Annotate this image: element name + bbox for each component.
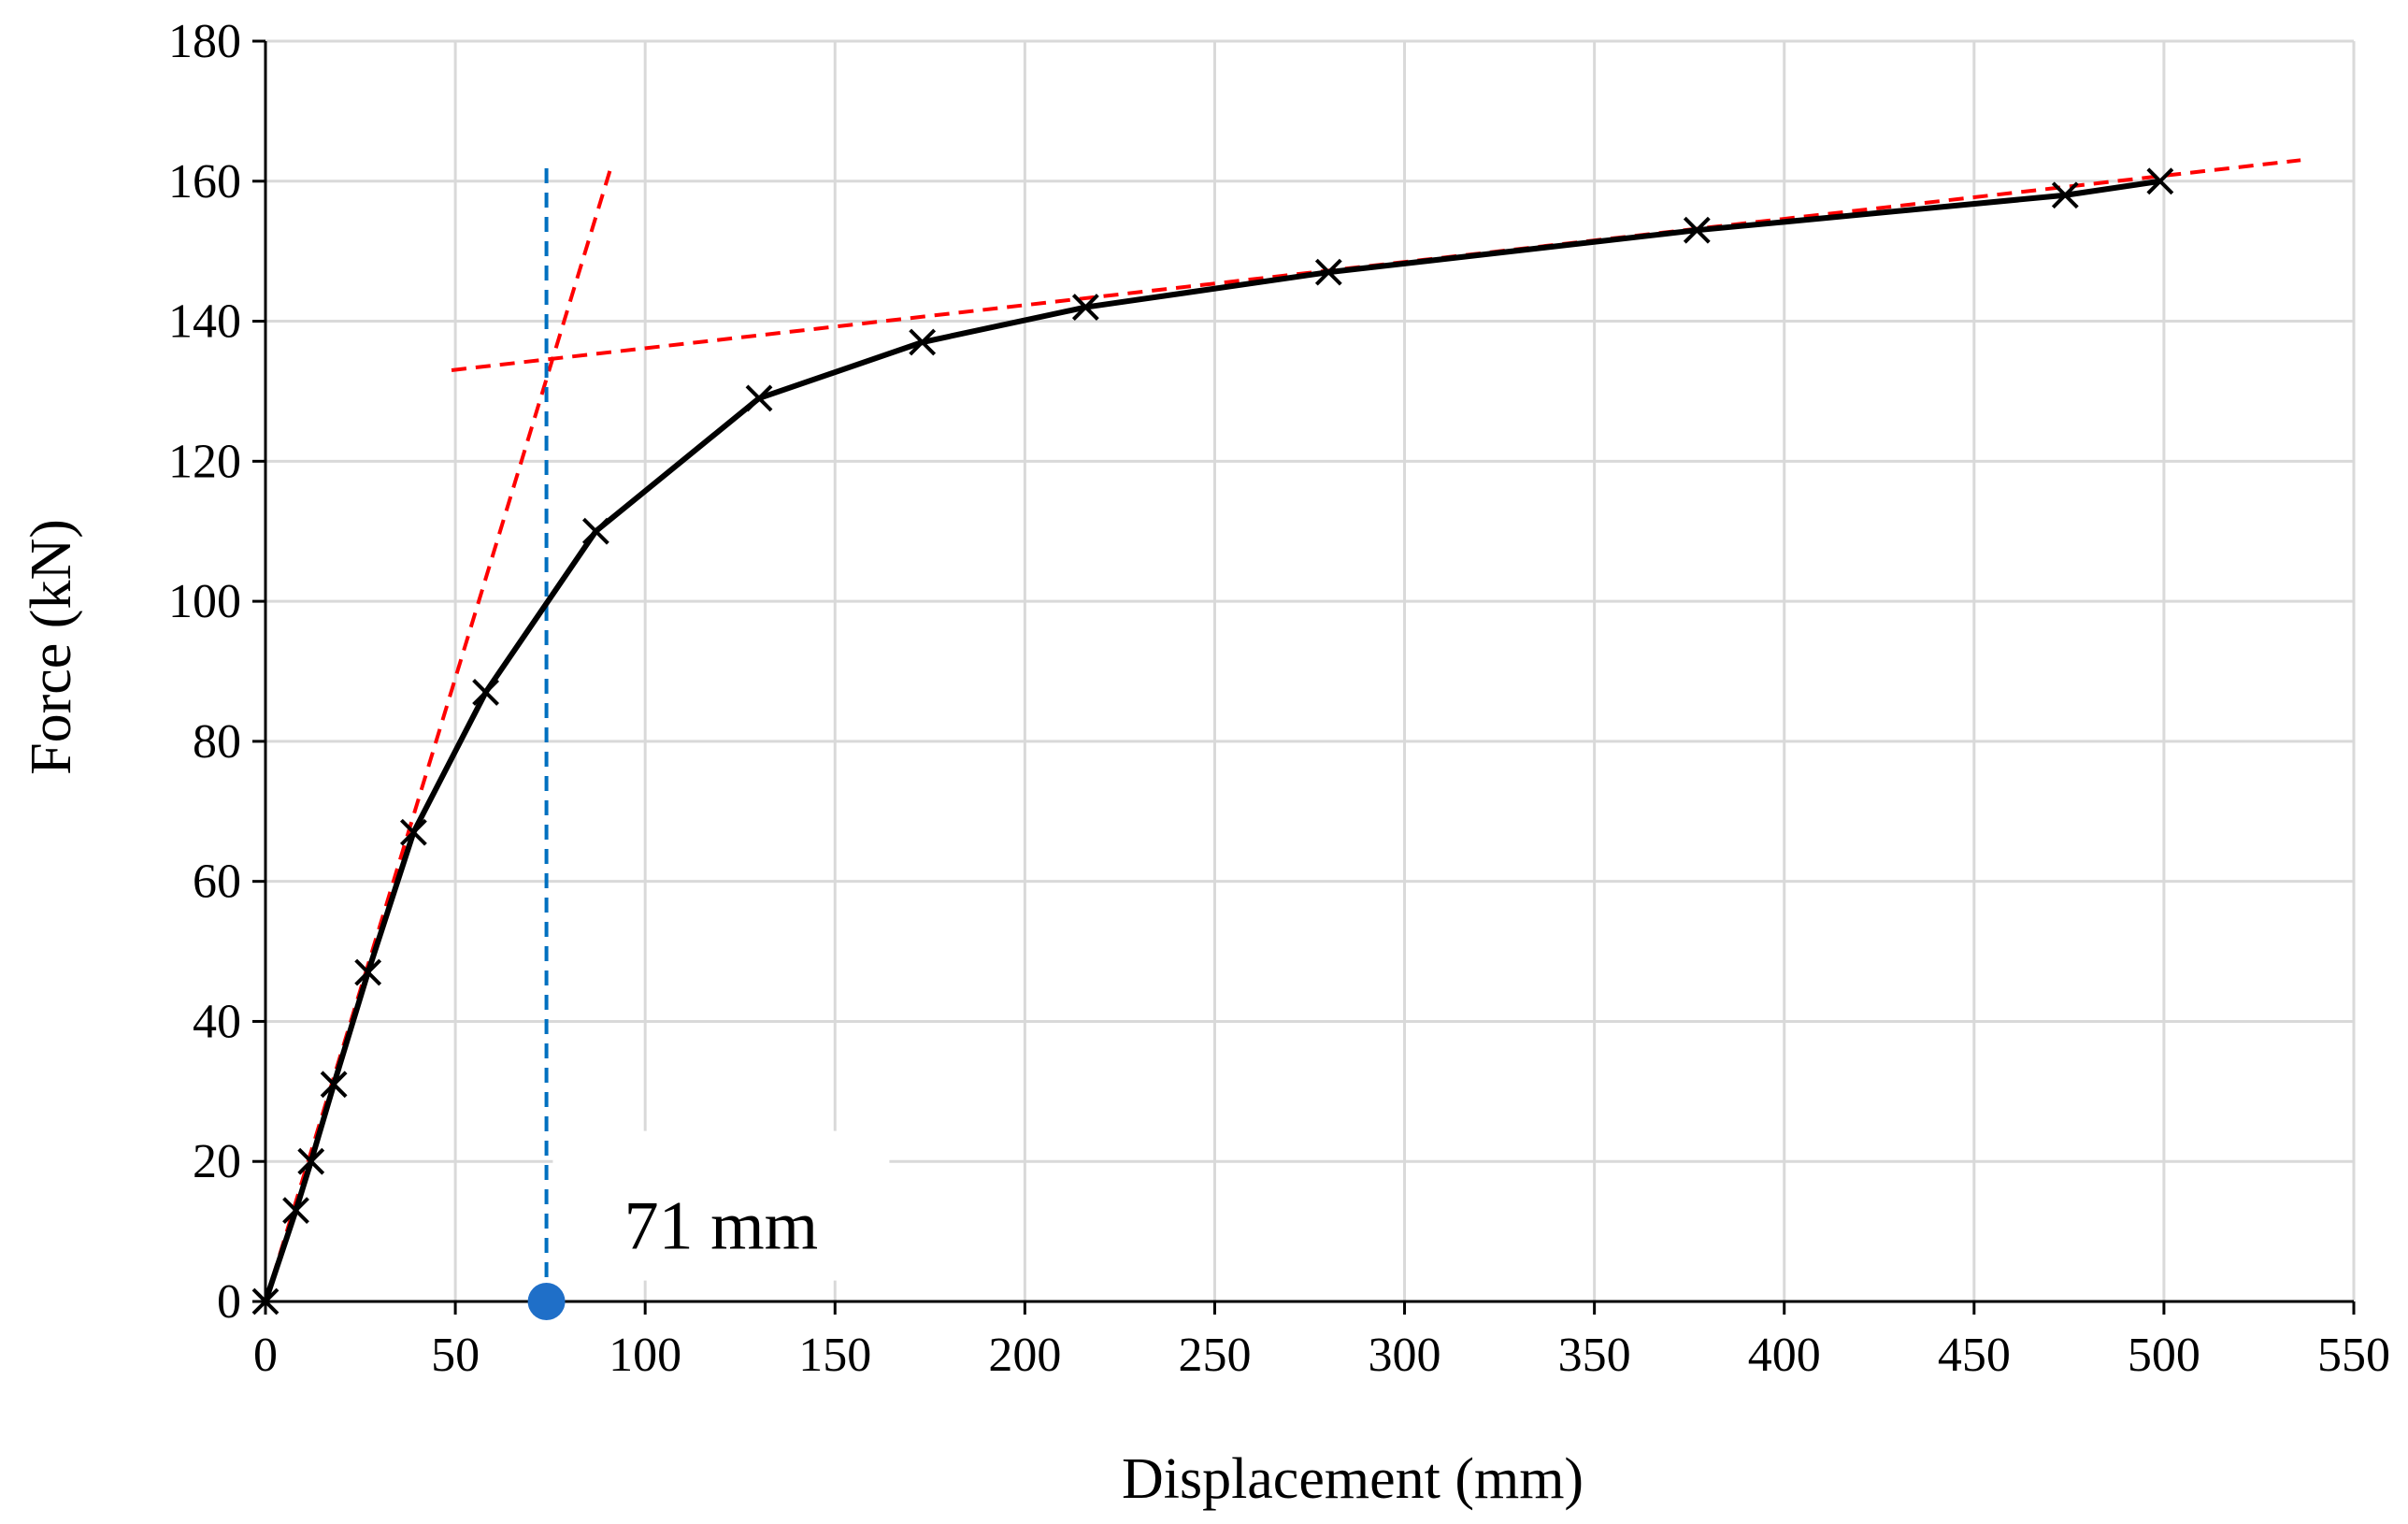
annotation-background — [552, 1130, 890, 1281]
x-tick-label: 150 — [798, 1329, 871, 1382]
y-tick-label: 140 — [168, 295, 241, 349]
data-point-marker — [2146, 167, 2174, 195]
marker-stroke — [1071, 294, 1099, 321]
y-tick-labels: 0 20 40 60 80 100 120 140 160 180 — [168, 15, 241, 1329]
y-tick-label: 60 — [193, 855, 241, 909]
y-tick-label: 120 — [168, 435, 241, 488]
x-axis-title: Displacement (mm) — [1122, 1447, 1584, 1511]
data-point-marker — [472, 679, 499, 706]
highlight-point — [527, 1283, 566, 1320]
data-point-marker — [354, 958, 382, 986]
x-tick-label: 400 — [1748, 1329, 1821, 1382]
data-point-marker — [297, 1147, 325, 1175]
y-tick-label: 160 — [168, 155, 241, 208]
marker-stroke — [297, 1147, 325, 1175]
marker-stroke — [581, 517, 609, 545]
axes — [252, 39, 2356, 1315]
data-point-marker — [320, 1071, 348, 1099]
annotation: 71 mm — [552, 1130, 890, 1281]
data-point-marker — [2051, 181, 2079, 209]
marker-stroke — [1314, 258, 1342, 286]
y-tick-label: 40 — [193, 995, 241, 1048]
y-tick-label: 0 — [217, 1275, 241, 1329]
reference-lines — [264, 158, 2301, 1302]
marker-stroke — [399, 818, 427, 846]
x-tick-label: 250 — [1178, 1329, 1251, 1382]
marker-stroke — [472, 679, 499, 706]
marker-stroke — [320, 1071, 348, 1099]
data-point-marker — [1683, 216, 1711, 244]
x-tick-labels: 0 50 100 150 200 250 300 350 400 450 500 550 — [253, 1329, 2390, 1382]
series — [251, 167, 2174, 1316]
y-tick-label: 20 — [193, 1135, 241, 1188]
marker-stroke — [2051, 181, 2079, 209]
data-point-marker — [282, 1197, 309, 1225]
data-point-marker — [745, 384, 773, 412]
x-tick-label: 300 — [1369, 1329, 1441, 1382]
marker-stroke — [251, 1287, 280, 1316]
x-tick-label: 350 — [1558, 1329, 1631, 1382]
marker-stroke — [1683, 216, 1711, 244]
gridlines — [265, 39, 2356, 1301]
x-tick-label: 50 — [431, 1329, 480, 1382]
data-point-marker — [399, 818, 427, 846]
x-tick-label: 550 — [2317, 1329, 2390, 1382]
marker-stroke — [282, 1197, 309, 1225]
x-tick-label: 500 — [2128, 1329, 2200, 1382]
x-tick-label: 450 — [1938, 1329, 2011, 1382]
data-point-marker — [251, 1287, 280, 1316]
x-tick-label: 200 — [988, 1329, 1061, 1382]
y-axis-title: Force (kN) — [20, 519, 83, 775]
annotation-label: 71 mm — [624, 1188, 819, 1265]
marker-stroke — [909, 328, 937, 356]
x-tick-label: 100 — [609, 1329, 681, 1382]
y-tick-label: 100 — [168, 575, 241, 628]
data-point-marker — [1314, 258, 1342, 286]
data-point-marker — [581, 517, 609, 545]
data-point-marker — [1071, 294, 1099, 321]
y-tick-label: 180 — [168, 15, 241, 68]
x-tick-label: 0 — [253, 1329, 278, 1382]
data-point-marker — [909, 328, 937, 356]
y-tick-label: 80 — [193, 715, 241, 769]
marker-stroke — [745, 384, 773, 412]
marker-stroke — [354, 958, 382, 986]
marker-stroke — [2146, 167, 2174, 195]
